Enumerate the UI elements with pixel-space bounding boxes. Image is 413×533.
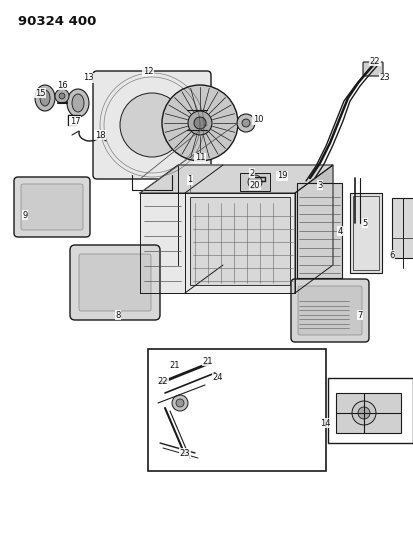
Circle shape	[289, 174, 297, 182]
Circle shape	[59, 93, 65, 99]
Text: 9: 9	[22, 211, 28, 220]
Text: 3: 3	[317, 181, 323, 190]
Ellipse shape	[67, 89, 89, 117]
Circle shape	[242, 119, 250, 127]
Bar	[290, 173, 310, 183]
Text: 23: 23	[380, 74, 390, 83]
Bar	[392, 198, 413, 258]
FancyBboxPatch shape	[79, 254, 151, 311]
Circle shape	[188, 111, 212, 135]
Bar	[240, 173, 270, 191]
Text: 6: 6	[389, 251, 395, 260]
Bar	[190, 197, 290, 285]
Text: 22: 22	[370, 56, 380, 66]
Polygon shape	[140, 165, 333, 193]
Circle shape	[176, 399, 184, 407]
Bar	[353, 196, 379, 270]
Bar	[297, 296, 352, 331]
Text: 4: 4	[337, 227, 343, 236]
Text: 19: 19	[277, 172, 287, 181]
Text: 14: 14	[320, 418, 330, 427]
Bar	[148, 349, 326, 471]
Bar	[336, 393, 401, 433]
FancyBboxPatch shape	[21, 184, 83, 230]
Text: 12: 12	[143, 67, 153, 76]
Polygon shape	[140, 193, 295, 293]
Circle shape	[120, 93, 184, 157]
Ellipse shape	[72, 94, 84, 112]
Text: 21: 21	[203, 357, 213, 366]
Text: 8: 8	[115, 311, 121, 319]
Text: 22: 22	[158, 376, 168, 385]
Text: 5: 5	[362, 219, 368, 228]
FancyBboxPatch shape	[70, 245, 160, 320]
Ellipse shape	[35, 85, 55, 111]
Circle shape	[194, 117, 206, 129]
Circle shape	[358, 407, 370, 419]
Text: 10: 10	[253, 116, 263, 125]
FancyBboxPatch shape	[291, 279, 369, 342]
FancyBboxPatch shape	[14, 177, 90, 237]
Circle shape	[237, 114, 255, 132]
Circle shape	[248, 175, 256, 183]
Text: 23: 23	[180, 448, 190, 457]
Circle shape	[172, 395, 188, 411]
Text: 7: 7	[357, 311, 363, 319]
Bar	[350, 193, 382, 273]
Text: 90324 400: 90324 400	[18, 15, 96, 28]
Text: 24: 24	[213, 374, 223, 383]
Text: 21: 21	[170, 360, 180, 369]
Polygon shape	[295, 165, 333, 293]
Text: 17: 17	[70, 117, 80, 125]
Text: 13: 13	[83, 74, 93, 83]
Text: 2: 2	[249, 168, 255, 177]
FancyBboxPatch shape	[93, 71, 211, 179]
Circle shape	[162, 85, 238, 161]
Circle shape	[248, 175, 262, 189]
Bar	[328, 378, 413, 443]
Text: 16: 16	[57, 80, 67, 90]
Text: 1: 1	[188, 175, 192, 184]
FancyBboxPatch shape	[363, 62, 383, 76]
Text: 11: 11	[195, 154, 205, 163]
Text: 15: 15	[35, 88, 45, 98]
Text: 18: 18	[95, 131, 105, 140]
Text: 20: 20	[250, 181, 260, 190]
Bar	[297, 183, 342, 278]
Circle shape	[55, 89, 69, 103]
Circle shape	[352, 401, 376, 425]
Ellipse shape	[40, 90, 50, 106]
Circle shape	[303, 174, 311, 182]
FancyBboxPatch shape	[298, 286, 362, 335]
